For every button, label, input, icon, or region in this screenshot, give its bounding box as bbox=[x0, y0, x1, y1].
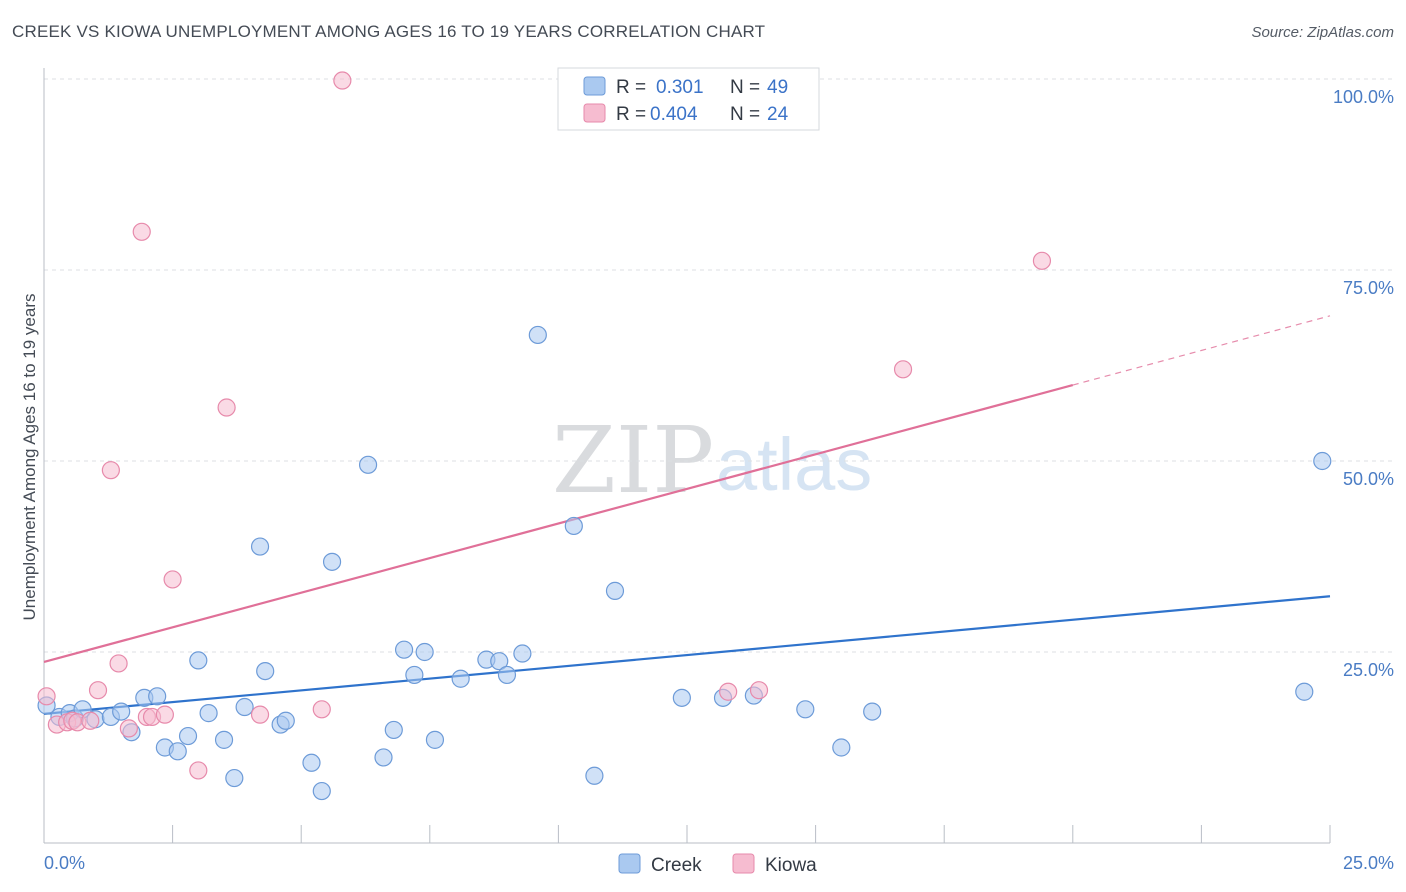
point-creek-13 bbox=[178, 726, 198, 746]
trend-line-extension-kiowa bbox=[1072, 315, 1331, 386]
point-kiowa-6 bbox=[88, 681, 108, 700]
bottom-legend-swatch-kiowa bbox=[732, 853, 755, 874]
point-kiowa-0 bbox=[37, 687, 56, 706]
point-creek-14 bbox=[189, 651, 208, 670]
chart-source: Source: ZipAtlas.com bbox=[1251, 24, 1394, 41]
trend-layer bbox=[43, 315, 1331, 715]
point-kiowa-18 bbox=[312, 700, 331, 719]
legend-r-label-kiowa: R = bbox=[616, 104, 646, 125]
legend-r-value-creek: 0.301 bbox=[656, 77, 704, 98]
legend-r-label-creek: R = bbox=[616, 77, 646, 98]
point-creek-22 bbox=[276, 711, 295, 730]
point-kiowa-19 bbox=[333, 71, 352, 90]
point-kiowa-9 bbox=[119, 719, 138, 738]
point-creek-16 bbox=[214, 730, 234, 749]
chart-title: CREEK VS KIOWA UNEMPLOYMENT AMONG AGES 1… bbox=[12, 22, 766, 41]
point-creek-45 bbox=[796, 700, 815, 719]
watermark-atlas: atlas bbox=[716, 423, 872, 506]
trend-line-creek bbox=[43, 595, 1331, 715]
point-kiowa-15 bbox=[189, 761, 208, 780]
point-kiowa-17 bbox=[250, 705, 270, 724]
point-kiowa-5 bbox=[81, 711, 100, 730]
point-creek-17 bbox=[225, 768, 244, 788]
legend-swatch-creek bbox=[583, 76, 606, 96]
point-creek-10 bbox=[148, 687, 167, 706]
point-creek-39 bbox=[564, 516, 583, 536]
trend-line-kiowa bbox=[43, 383, 1074, 663]
legend-r-value-kiowa: 0.404 bbox=[650, 104, 698, 125]
point-kiowa-13 bbox=[155, 705, 174, 724]
point-creek-49 bbox=[1313, 451, 1332, 471]
point-creek-41 bbox=[605, 581, 625, 600]
legend-n-label-kiowa: N = bbox=[730, 104, 760, 125]
legend-n-value-creek: 49 bbox=[767, 77, 788, 98]
point-creek-19 bbox=[250, 537, 270, 556]
legend-n-value-kiowa: 24 bbox=[767, 104, 789, 125]
point-creek-31 bbox=[415, 642, 434, 662]
point-creek-25 bbox=[322, 552, 342, 571]
points-layer bbox=[37, 71, 1332, 801]
y-tick-label-3: 100.0% bbox=[1333, 87, 1394, 107]
point-creek-24 bbox=[312, 781, 331, 801]
watermark: ZIP atlas bbox=[552, 407, 872, 514]
point-creek-20 bbox=[256, 661, 275, 681]
y-tick-label-2: 75.0% bbox=[1343, 278, 1394, 298]
point-kiowa-7 bbox=[101, 461, 120, 480]
y-axis-title: Unemployment Among Ages 16 to 19 years bbox=[20, 294, 39, 621]
point-creek-40 bbox=[585, 766, 604, 785]
point-kiowa-23 bbox=[1032, 251, 1052, 270]
ticks-layer: 0.0% 25.0% 25.0% 50.0% 75.0% 100.0% bbox=[43, 87, 1394, 873]
point-creek-15 bbox=[199, 704, 218, 723]
point-creek-27 bbox=[374, 748, 393, 767]
point-creek-26 bbox=[358, 455, 378, 474]
point-creek-23 bbox=[302, 753, 321, 772]
point-creek-37 bbox=[513, 644, 532, 663]
point-creek-28 bbox=[384, 720, 403, 740]
bottom-legend: Creek Kiowa bbox=[618, 853, 817, 876]
y-tick-label-0: 25.0% bbox=[1343, 660, 1394, 680]
point-kiowa-14 bbox=[163, 570, 182, 589]
legend: R = 0.301 N = 49 R = 0.404 N = 24 bbox=[557, 67, 820, 131]
point-creek-30 bbox=[405, 665, 424, 685]
y-tick-label-1: 50.0% bbox=[1343, 469, 1394, 489]
point-kiowa-10 bbox=[132, 222, 151, 241]
point-creek-35 bbox=[490, 652, 509, 671]
point-kiowa-16 bbox=[217, 398, 236, 417]
bottom-legend-label-creek: Creek bbox=[651, 855, 702, 876]
point-creek-36 bbox=[497, 665, 517, 685]
point-creek-47 bbox=[863, 702, 882, 721]
point-creek-38 bbox=[528, 325, 547, 345]
point-creek-42 bbox=[672, 688, 691, 707]
grid-layer bbox=[44, 78, 1394, 653]
point-creek-18 bbox=[235, 697, 254, 717]
point-creek-32 bbox=[425, 730, 445, 749]
point-creek-48 bbox=[1295, 682, 1314, 701]
point-creek-7 bbox=[112, 702, 131, 721]
point-kiowa-21 bbox=[749, 681, 769, 700]
point-creek-12 bbox=[168, 742, 187, 761]
bottom-legend-label-kiowa: Kiowa bbox=[765, 855, 817, 876]
point-kiowa-8 bbox=[109, 654, 128, 673]
legend-n-label-creek: N = bbox=[730, 77, 760, 98]
point-creek-46 bbox=[832, 738, 851, 757]
point-kiowa-22 bbox=[893, 360, 913, 379]
x-tick-label-0: 0.0% bbox=[44, 853, 85, 873]
legend-swatch-kiowa bbox=[583, 103, 606, 123]
point-creek-29 bbox=[394, 640, 414, 659]
point-kiowa-20 bbox=[719, 682, 738, 701]
watermark-zip: ZIP bbox=[552, 407, 714, 514]
bottom-legend-swatch-creek bbox=[618, 853, 641, 874]
x-tick-label-1: 25.0% bbox=[1343, 853, 1394, 873]
point-creek-33 bbox=[451, 669, 470, 688]
